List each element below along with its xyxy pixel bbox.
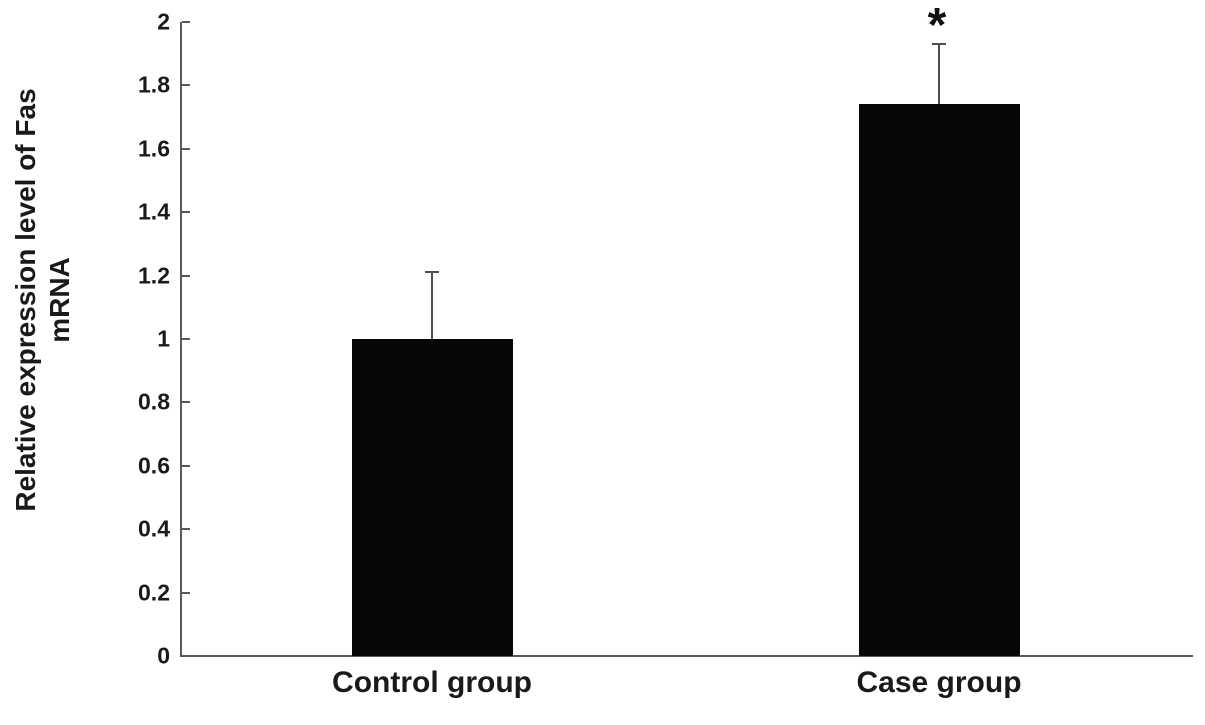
y-tick-mark xyxy=(182,401,190,404)
y-tick-label: 0.6 xyxy=(138,452,170,479)
y-axis-line xyxy=(180,22,182,657)
significance-asterisk: * xyxy=(927,0,947,53)
y-tick-label: 2 xyxy=(157,8,170,35)
bar xyxy=(351,339,513,656)
y-tick-label: 0 xyxy=(157,642,170,669)
error-bar-cap xyxy=(425,271,439,274)
y-axis-title-line2: mRNA xyxy=(44,257,75,343)
y-tick-label: 0.2 xyxy=(138,579,170,606)
y-tick-label: 0.4 xyxy=(138,515,170,542)
y-tick-label: 0.8 xyxy=(138,388,170,415)
y-tick-label: 1.4 xyxy=(138,198,170,225)
error-bar-line xyxy=(938,44,940,105)
y-tick-mark xyxy=(182,464,190,467)
error-bar-cap xyxy=(932,43,946,46)
y-tick-mark xyxy=(182,338,190,340)
y-tick-mark xyxy=(182,591,190,594)
y-tick-mark xyxy=(182,21,190,23)
y-axis-title-line1: Relative expression level of Fas xyxy=(10,88,41,512)
x-category-label: Control group xyxy=(332,666,532,699)
y-axis-title: Relative expression level of Fas mRNA xyxy=(9,0,77,600)
x-axis-line xyxy=(180,655,1193,657)
y-tick-label: 1.8 xyxy=(138,71,170,98)
y-tick-label: 1.6 xyxy=(138,135,170,162)
y-tick-mark xyxy=(182,274,190,277)
y-tick-mark xyxy=(182,528,190,531)
y-tick-mark xyxy=(182,211,190,214)
y-tick-mark xyxy=(182,655,190,657)
y-tick-label: 1.2 xyxy=(138,262,170,289)
error-bar-line xyxy=(431,272,433,339)
bar xyxy=(858,104,1020,656)
y-tick-mark xyxy=(182,84,190,87)
x-category-label: Case group xyxy=(856,666,1022,699)
y-tick-mark xyxy=(182,147,190,150)
y-tick-label: 1 xyxy=(157,325,170,352)
